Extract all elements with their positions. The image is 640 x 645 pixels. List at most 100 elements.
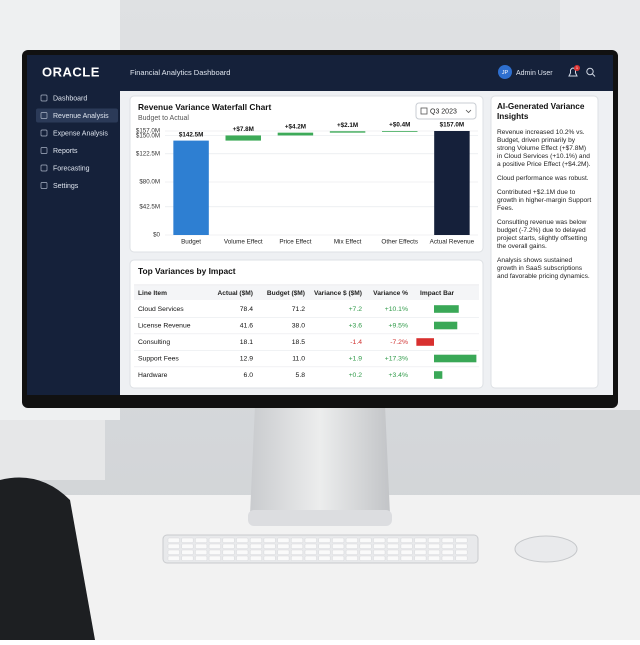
y-tick-label: $0 — [153, 232, 160, 239]
key — [249, 543, 262, 549]
key — [263, 543, 276, 549]
monitor-stand — [250, 405, 390, 523]
calendar-icon — [420, 107, 428, 115]
key — [318, 537, 331, 543]
key — [455, 537, 468, 543]
key — [318, 555, 331, 561]
key — [359, 543, 372, 549]
user-name[interactable]: Admin User — [516, 70, 553, 77]
key — [428, 543, 440, 549]
cell: 6.0 — [244, 372, 254, 379]
key — [195, 543, 208, 549]
y-tick-label: $80.0M — [139, 179, 160, 186]
period-select[interactable] — [415, 102, 477, 120]
key — [167, 555, 180, 561]
chair — [0, 477, 95, 640]
key — [332, 555, 345, 561]
x-tick-label: Other Effects — [381, 239, 418, 246]
key — [400, 543, 413, 549]
data-label: +$0.4M — [389, 122, 410, 129]
key — [208, 549, 221, 555]
key — [277, 543, 290, 549]
avatar[interactable] — [498, 65, 512, 79]
logo: ORACLE — [42, 64, 100, 79]
nav-item[interactable]: Revenue Analysis — [53, 113, 109, 120]
chart-card — [129, 95, 484, 253]
key — [345, 543, 358, 549]
key — [428, 555, 440, 561]
nav-active — [36, 108, 118, 123]
key — [249, 549, 262, 555]
cell: 38.0 — [292, 322, 305, 329]
nav-item[interactable]: Expense Analysis — [53, 130, 108, 137]
y-tick-label: $150.0M — [136, 132, 160, 139]
nav-icon — [40, 147, 48, 154]
key — [195, 537, 208, 543]
column-header: Line Item — [138, 290, 167, 297]
nav-item[interactable]: Dashboard — [53, 95, 87, 102]
key — [291, 555, 303, 561]
key — [373, 537, 386, 543]
key — [345, 537, 358, 543]
y-tick-label: $122.5M — [136, 150, 160, 157]
bell-icon[interactable] — [568, 67, 578, 77]
key — [359, 549, 372, 555]
x-tick-label: Mix Effect — [334, 239, 362, 246]
key — [181, 555, 194, 561]
key — [277, 549, 290, 555]
period-label: Q3 2023 — [430, 108, 457, 115]
key — [414, 555, 427, 561]
key — [414, 543, 427, 549]
key — [167, 549, 180, 555]
key — [359, 555, 372, 561]
search-icon[interactable] — [586, 67, 594, 76]
nav-icon — [40, 182, 48, 189]
insight-paragraph: Consulting revenue was below budget (-7.… — [497, 219, 588, 250]
column-header: Variance % — [373, 290, 408, 297]
mouse — [514, 535, 578, 563]
cell: 12.9 — [240, 355, 253, 362]
monitor-base — [248, 510, 392, 526]
insight-paragraph: Revenue increased 10.2% vs. Budget, driv… — [497, 129, 591, 168]
nav-item[interactable]: Settings — [53, 183, 79, 190]
key — [455, 555, 468, 561]
key — [373, 549, 386, 555]
nav-icon — [40, 164, 48, 172]
nav-icon — [40, 112, 48, 119]
key — [332, 543, 345, 549]
key — [428, 549, 440, 555]
key — [181, 549, 194, 555]
key — [195, 555, 208, 561]
cell: Cloud Services — [138, 306, 184, 313]
key — [332, 549, 345, 555]
key — [236, 555, 249, 561]
key — [441, 549, 454, 555]
data-label: +$2.1M — [337, 122, 358, 129]
key — [222, 555, 235, 561]
cell: -7.2% — [390, 339, 408, 346]
key — [332, 537, 345, 543]
data-label: +$7.8M — [233, 126, 254, 133]
y-tick-label: $42.5M — [139, 203, 160, 210]
key — [359, 537, 372, 543]
cell: Consulting — [138, 339, 170, 346]
key — [291, 543, 303, 549]
cell: +1.9 — [349, 355, 363, 362]
y-tick-label: $157.0M — [136, 128, 160, 135]
nav-item[interactable]: Forecasting — [53, 165, 90, 172]
bar — [382, 131, 418, 132]
notification-count: 1 — [576, 66, 578, 70]
x-tick-label: Actual Revenue — [430, 239, 475, 246]
key — [263, 555, 276, 561]
x-tick-label: Price Effect — [279, 239, 311, 246]
cell: 18.5 — [292, 339, 305, 346]
column-header: Actual ($M) — [217, 290, 253, 297]
key — [236, 543, 249, 549]
insights-title: AI-Generated Variance Insights — [497, 102, 585, 121]
key — [263, 549, 276, 555]
key — [181, 543, 194, 549]
cell: -1.4 — [350, 339, 362, 346]
nav: Dashboard Revenue Analysis Expense Analysi… — [36, 94, 118, 190]
nav-item[interactable]: Reports — [53, 148, 78, 155]
key — [304, 537, 317, 543]
